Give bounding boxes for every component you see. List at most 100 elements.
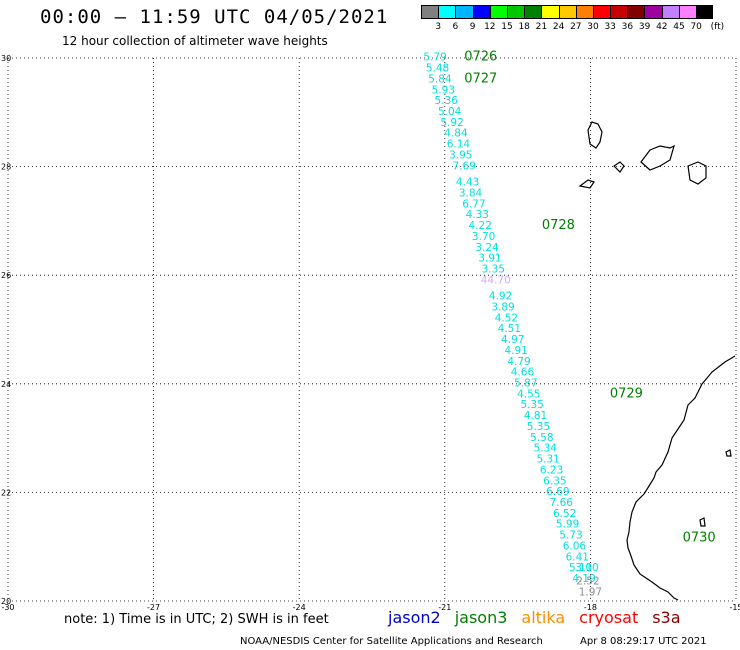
island-gran-canaria [687,161,707,185]
legend-unit: (ft) [710,22,725,32]
color-legend-labels: 3 6 9 12 15 18 21 24 27 30 33 36 39 42 45 70 (ft) [421,22,731,34]
legend-tick-label: 3 [435,22,442,32]
swh-value: 4.52 [495,312,518,324]
footer-credit: NOAA/NESDIS Center for Satellite Applica… [240,636,543,647]
swh-value: 5.36 [435,95,459,107]
satellite-name: jason2 [388,608,441,627]
pass-time-labels: 0726 0727 0728 0729 0730 [464,50,715,546]
lat-lon-grid [7,57,737,602]
swh-value: 5.79 [423,52,446,64]
legend-swatch [696,5,714,19]
swh-value: 5.92 [440,117,463,129]
x-tick-label: -30 [1,603,14,612]
swh-value: 4.91 [504,345,527,357]
island-hierro [578,179,595,189]
island-tenerife [640,144,675,171]
pass-time-label: 0727 [464,71,497,86]
y-tick-label: 30 [1,54,11,63]
pass-time-label: 0728 [542,218,575,233]
satellite-name: altika [521,608,566,627]
legend-tick-label: 30 [587,22,599,32]
island-offshore [699,517,706,527]
swh-value: 4.19 [572,573,595,585]
swh-value: 5.34 [534,443,558,455]
page-subtitle: 12 hour collection of altimeter wave hei… [62,34,328,48]
legend-swatch [558,5,576,19]
legend-swatch [678,5,696,19]
legend-tick-label: 21 [535,22,548,32]
axis-ticks: 30 28 26 24 22 20-30 -27 -24 -21 -18 -15 [1,54,740,612]
legend-swatch [661,5,679,19]
swh-value: 3.35 [482,263,505,275]
legend-swatch [489,5,507,19]
y-tick-label: 22 [1,488,11,497]
swh-value: 5.58 [530,432,553,444]
swh-value: 5.48 [426,63,449,75]
y-tick-label: 24 [1,380,11,389]
legend-swatch [438,5,456,19]
swh-value: 4.22 [469,220,492,232]
swh-value: 7.66 [550,497,574,509]
legend-tick-label: 18 [518,22,530,32]
swh-value: 4.84 [444,128,468,140]
swh-value: 6.35 [543,475,566,487]
page-title: 00:00 – 11:59 UTC 04/05/2021 [40,6,389,28]
satellite-name: jason3 [454,608,508,627]
swh-value: 4.43 [456,177,479,189]
y-tick-label: 28 [1,163,11,172]
swh-value: 3.00 [575,562,598,574]
swh-value: 4.81 [524,410,547,422]
swh-value: 4.92 [489,291,512,303]
x-tick-label: -15 [729,603,740,612]
legend-tick-label: 24 [552,22,565,32]
swh-value: 5.11 [569,562,592,574]
legend-tick-label: 12 [484,22,496,32]
swh-value: 5.93 [432,84,455,96]
swh-value: 4.33 [466,209,489,221]
pass-time-label: 0730 [683,530,716,545]
legend-swatch [627,5,645,19]
x-tick-label: -27 [147,603,160,612]
satellite-name: cryosat [579,608,639,627]
swh-value: 5.87 [514,378,537,390]
satellite-name: s3a [652,608,681,627]
legend-swatch [575,5,593,19]
island-small [725,449,732,457]
swh-value: 5.31 [536,454,559,466]
x-tick-label: -21 [438,603,451,612]
swh-value: 1.97 [579,587,602,599]
legend-tick-label: 33 [604,22,616,32]
swh-value: 4.97 [501,334,524,346]
swh-value: 2.52 [576,576,599,588]
swh-value: 4.51 [498,323,521,335]
legend-tick-label: 9 [469,22,476,32]
legend-tick-label: 6 [452,22,459,32]
satellite-legend: jason2 jason3 altika cryosat s3a [388,608,695,627]
swh-value: 3.95 [449,149,472,161]
color-legend [421,5,714,19]
legend-tick-label: 42 [656,22,668,32]
swh-value: 5.04 [438,106,462,118]
legend-swatch [524,5,542,19]
footer-note: note: 1) Time is in UTC; 2) SWH is in fe… [64,612,329,627]
swh-value: 5.35 [527,421,550,433]
legend-tick-label: 39 [638,22,651,32]
legend-tick-label: 27 [570,22,582,32]
swh-value: 5.84 [428,73,452,85]
y-tick-label: 20 [1,597,11,606]
x-tick-label: -24 [293,603,306,612]
swh-value: 5.99 [556,519,579,531]
swh-value: 3.89 [491,301,514,313]
swh-value: 5.35 [520,399,543,411]
swh-value: 3.91 [478,253,501,265]
swh-value: 6.06 [563,540,587,552]
swh-value: 4.79 [507,356,530,368]
swh-value: 5.73 [559,530,582,542]
pass-time-label: 0726 [464,50,497,65]
swh-value: 4.55 [517,388,540,400]
y-tick-label: 26 [1,271,11,280]
island-gomera [613,161,625,173]
swh-value: 4.66 [511,367,535,379]
legend-tick-label: 36 [621,22,634,32]
x-tick-label: -18 [584,603,597,612]
